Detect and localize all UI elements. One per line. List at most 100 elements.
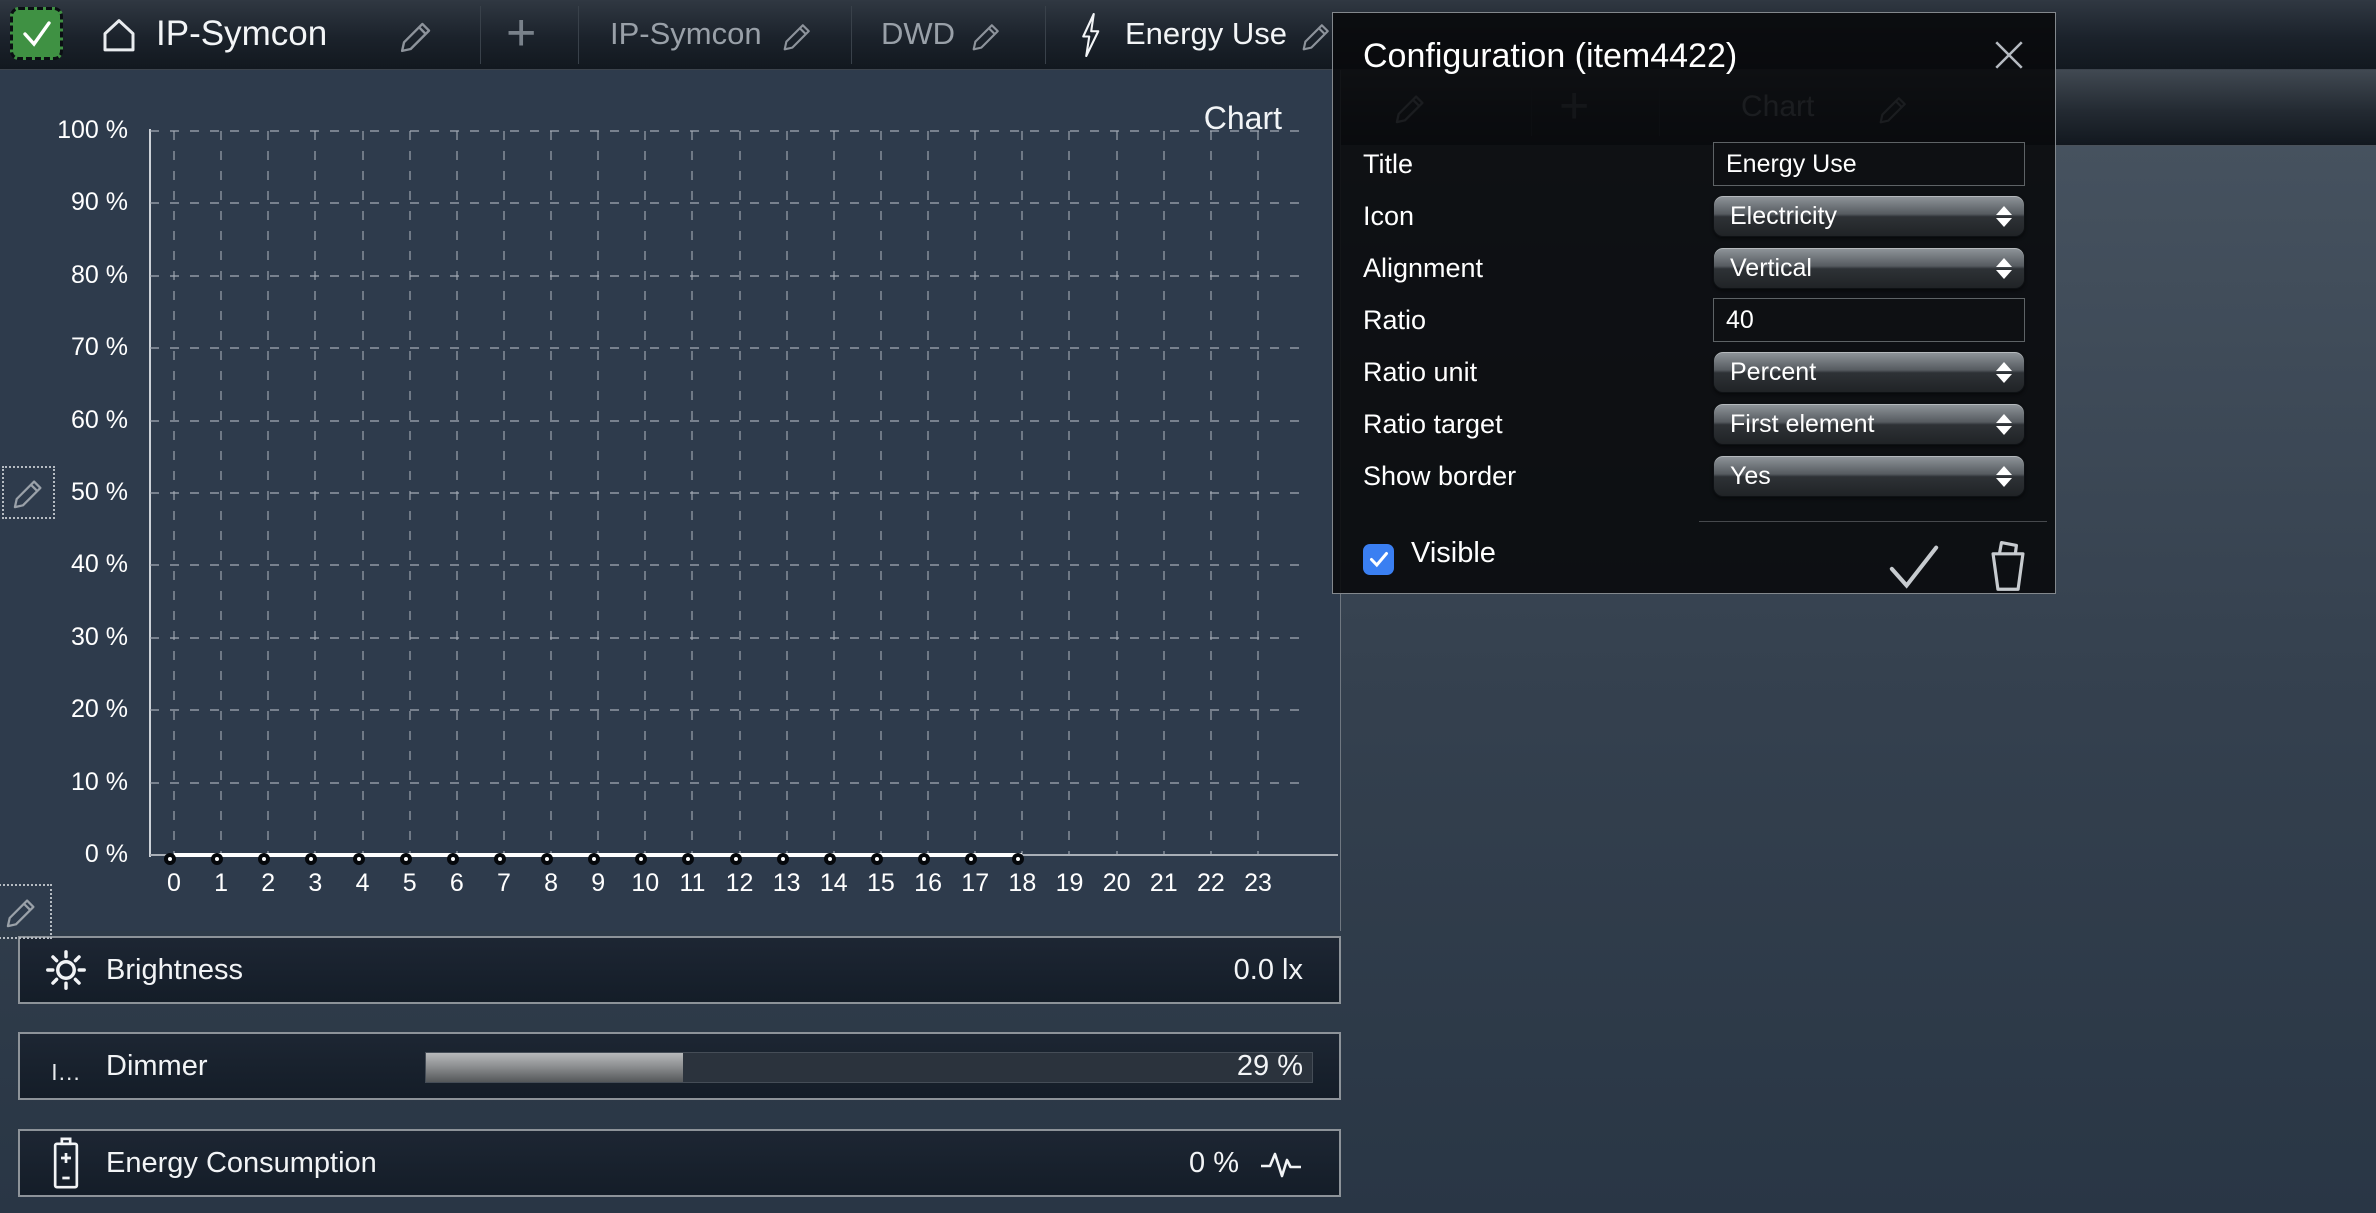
x-tick-label: 4 [355, 869, 370, 897]
divider [578, 6, 579, 64]
title-input[interactable] [1713, 142, 2025, 186]
x-tick-label: 12 [725, 869, 754, 897]
grid-line-v [1115, 131, 1118, 855]
y-tick-label: 10 % [71, 767, 128, 796]
tab-energy-use[interactable]: Energy Use [1125, 16, 1287, 51]
selected-value: Yes [1730, 461, 1771, 490]
y-tick-label: 60 % [71, 405, 128, 434]
data-point [635, 853, 648, 865]
pencil-icon [6, 898, 35, 927]
dialog-title: Configuration (item4422) [1363, 37, 1738, 75]
edit-tab-pencil-icon[interactable] [781, 19, 815, 53]
field-ratio-unit: Ratio unit Percent [1363, 346, 2025, 398]
grid-line-v [408, 131, 411, 855]
edit-title-pencil-icon[interactable] [398, 17, 436, 55]
grid-line-v [738, 131, 741, 855]
energy-consumption-row: Energy Consumption 0 % [18, 1129, 1341, 1197]
data-point [823, 853, 836, 865]
grid-line-v [455, 131, 458, 855]
visible-checkbox[interactable] [1363, 544, 1394, 575]
page-title: IP-Symcon [156, 14, 328, 53]
dimmer-value: 29 % [1236, 1049, 1303, 1082]
grid-line-v [974, 131, 977, 855]
edit-tab-pencil-icon[interactable] [1300, 19, 1334, 53]
data-point [258, 853, 271, 865]
y-tick-label: 100 % [57, 116, 128, 144]
show-border-select[interactable]: Yes [1713, 455, 2025, 497]
x-tick-label: 13 [772, 869, 801, 897]
stepper-arrows-icon [1996, 404, 2012, 444]
field-ratio: Ratio [1363, 294, 2025, 346]
x-tick-label: 2 [261, 869, 276, 897]
field-label: Icon [1363, 200, 1415, 231]
configuration-dialog: Configuration (item4422) Title Icon Elec… [1332, 12, 2056, 594]
field-label: Alignment [1363, 252, 1484, 283]
edit-tab-pencil-icon[interactable] [970, 19, 1004, 53]
divider [1699, 521, 2047, 522]
grid-line-h [150, 419, 1302, 422]
grid-line-v [220, 131, 223, 855]
stepper-arrows-icon [1996, 352, 2012, 392]
tab-dwd[interactable]: DWD [881, 16, 956, 51]
icon-select[interactable]: Electricity [1713, 195, 2025, 237]
chart-panel: Chart 0 % 10 % 20 % 30 % 40 % 50 % 60 % 70 % 80 … [0, 70, 1341, 931]
grid-line-v [550, 131, 553, 855]
divider [851, 6, 852, 64]
selected-value: Electricity [1730, 201, 1837, 230]
alignment-select[interactable]: Vertical [1713, 247, 2025, 289]
data-point [682, 853, 695, 865]
grid-line-h [150, 636, 1302, 639]
ratio-target-select[interactable]: First element [1713, 403, 2025, 445]
grid-line-h [150, 274, 1302, 277]
x-tick-label: 15 [867, 869, 895, 897]
x-tick-label: 11 [679, 869, 706, 897]
chart-edit-handle[interactable] [2, 466, 55, 519]
stepper-arrows-icon [1996, 196, 2012, 236]
brightness-row: Brightness 0.0 lx [18, 936, 1341, 1004]
confirm-icon[interactable] [1885, 543, 1943, 591]
row-label: Energy Consumption [106, 1146, 377, 1179]
grid-line-v [644, 131, 647, 855]
grid-line-v [1256, 131, 1259, 855]
field-show-border: Show border Yes [1363, 450, 2025, 502]
y-tick-label: 0 % [84, 840, 128, 868]
data-point [352, 853, 365, 865]
dimmer-row: I... Dimmer 29 % [18, 1032, 1341, 1100]
energy-value: 0 % [1189, 1146, 1239, 1179]
visible-label: Visible [1411, 537, 1496, 569]
data-point [729, 853, 742, 865]
grid-line-h [150, 709, 1302, 712]
battery-icon [53, 1137, 79, 1189]
stepper-arrows-icon [1996, 456, 2012, 496]
ratio-input[interactable] [1713, 298, 2025, 342]
data-point [164, 853, 176, 865]
delete-icon[interactable] [1983, 537, 2033, 593]
x-tick-label: 21 [1149, 869, 1178, 897]
x-tick-label: 6 [449, 869, 464, 897]
grid-line-v [597, 131, 600, 855]
x-tick-label: 1 [214, 869, 229, 897]
grid-line-v [879, 131, 882, 855]
home-icon[interactable] [97, 14, 141, 56]
grid-line-v [173, 131, 175, 855]
grid-line-v [832, 131, 835, 855]
y-tick-label: 90 % [71, 188, 128, 217]
grid-line-h [150, 130, 1302, 132]
data-point [399, 853, 412, 865]
field-label: Ratio target [1363, 408, 1503, 439]
data-point [1012, 853, 1025, 865]
close-icon [1995, 41, 2023, 69]
ratio-unit-select[interactable]: Percent [1713, 351, 2025, 393]
tab-ip-symcon[interactable]: IP-Symcon [610, 16, 762, 51]
field-label: Ratio unit [1363, 356, 1478, 387]
confirm-edit-button[interactable] [10, 7, 63, 60]
section-edit-handle[interactable] [0, 884, 52, 939]
pulse-icon[interactable] [1259, 1146, 1303, 1180]
add-page-button[interactable]: + [506, 4, 537, 62]
row-label: Brightness [106, 953, 244, 986]
grid-line-v [314, 131, 317, 855]
close-button[interactable] [1991, 37, 2027, 73]
grid-line-v [502, 131, 505, 855]
dimmer-slider[interactable] [425, 1052, 1313, 1083]
data-point [965, 853, 978, 865]
